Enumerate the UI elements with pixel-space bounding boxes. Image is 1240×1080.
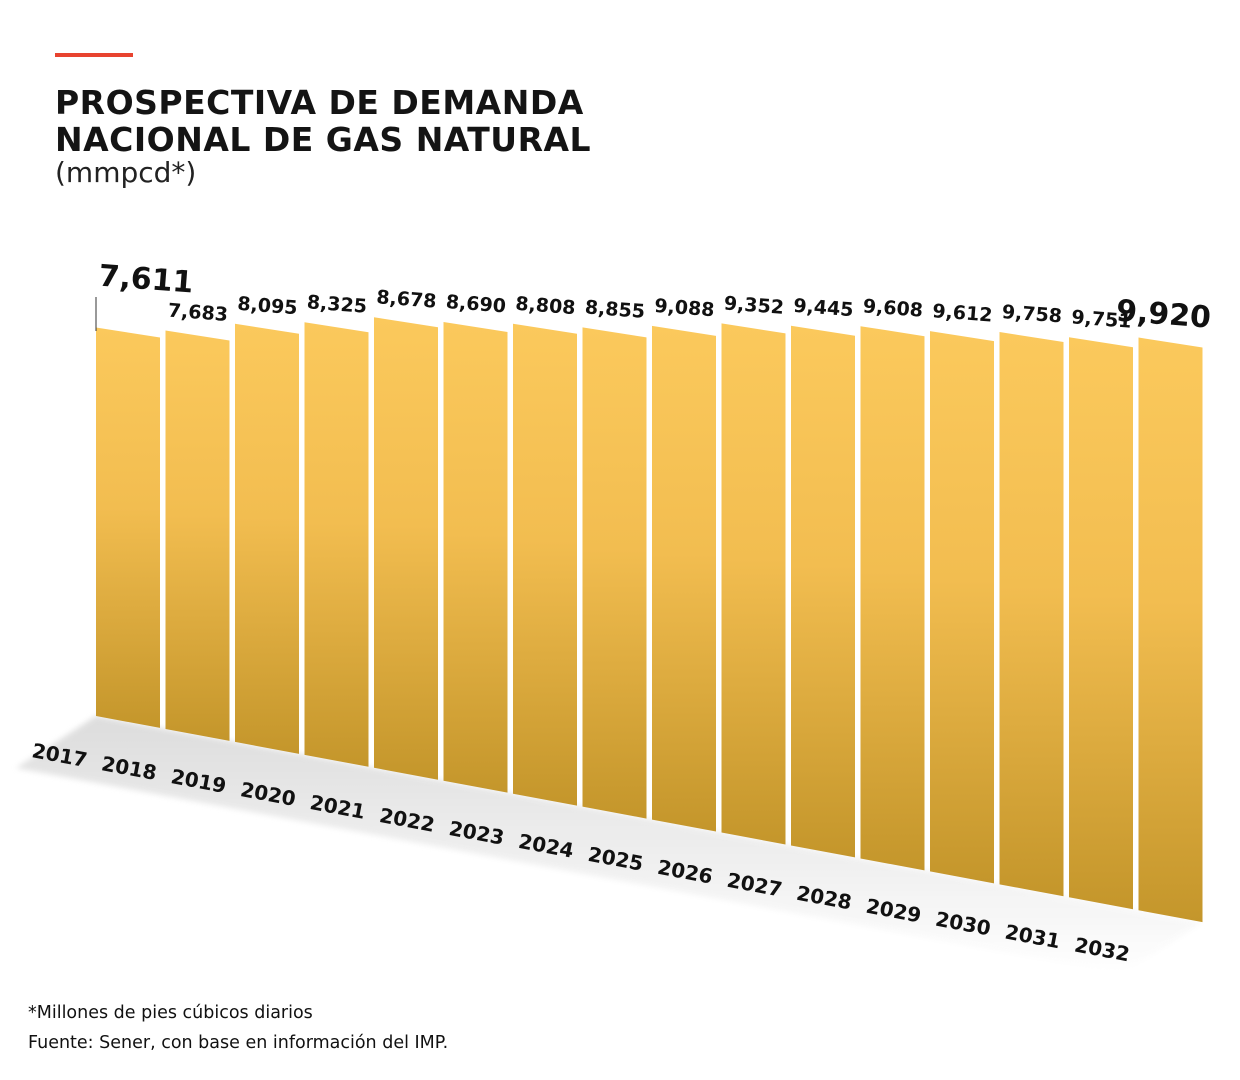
value-label-2022: 8,690 — [445, 291, 507, 317]
value-label-2019: 8,095 — [237, 293, 299, 319]
bar-chart: 7,61120177,68320188,09520198,32520208,67… — [16, 259, 1212, 975]
unit-label: (mmpcd*) — [55, 156, 197, 189]
value-label-2028: 9,608 — [862, 295, 924, 321]
bar-2028 — [860, 326, 925, 871]
footnote: *Millones de pies cúbicos diarios — [28, 1003, 313, 1023]
bar-2029 — [930, 331, 994, 884]
bar-2027 — [791, 325, 855, 858]
bar-2017 — [96, 327, 160, 728]
value-label-2025: 9,088 — [654, 295, 716, 321]
value-label-2029: 9,612 — [932, 300, 994, 326]
bar-2020 — [304, 322, 369, 767]
value-label-2024: 8,855 — [584, 296, 646, 322]
chart-title-line-1: PROSPECTIVA DE DEMANDA — [55, 83, 584, 122]
bar-2030 — [999, 332, 1064, 897]
value-label-2032: 9,920 — [1115, 294, 1212, 336]
chart-title: PROSPECTIVA DE DEMANDA NACIONAL DE GAS N… — [55, 84, 591, 158]
bar-2032 — [1138, 337, 1203, 923]
accent-rule — [55, 53, 133, 57]
value-label-2023: 8,808 — [515, 293, 577, 319]
bar-2018 — [165, 330, 230, 741]
chart-title-line-2: NACIONAL DE GAS NATURAL — [55, 120, 592, 159]
value-label-2017: 7,611 — [97, 259, 194, 301]
chart-notes: *Millones de pies cúbicos diarios Fuente… — [28, 998, 448, 1058]
bar-2031 — [1069, 337, 1133, 910]
value-label-2031: 9,751 — [1071, 306, 1133, 332]
chart-floor-shadow — [16, 716, 1203, 975]
value-label-2018: 7,683 — [167, 300, 229, 326]
bar-2019 — [235, 323, 299, 754]
bar-2025 — [652, 325, 716, 832]
source-note: Fuente: Sener, con base en información d… — [28, 1033, 449, 1053]
bar-2022 — [443, 322, 508, 793]
value-label-2026: 9,352 — [723, 292, 785, 318]
value-label-2030: 9,758 — [1001, 301, 1063, 327]
bar-2021 — [374, 317, 438, 780]
bar-2026 — [721, 323, 786, 845]
value-label-2021: 8,678 — [376, 286, 438, 312]
bar-2023 — [513, 323, 577, 806]
bar-2024 — [582, 327, 647, 819]
value-label-2027: 9,445 — [793, 295, 855, 321]
value-label-2020: 8,325 — [306, 291, 368, 317]
